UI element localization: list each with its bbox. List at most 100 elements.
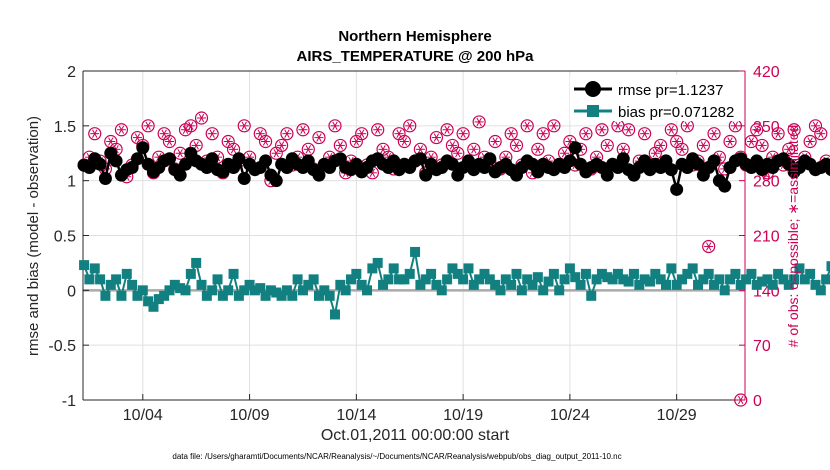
bias-marker (287, 290, 298, 301)
obs-count-marker (638, 127, 652, 141)
obs-assimilated-star (700, 141, 707, 150)
rmse-marker (707, 154, 721, 168)
bias-marker (265, 285, 276, 296)
obs-assimilated-star (337, 141, 344, 150)
obs-assimilated-star (508, 129, 514, 138)
obs-possible-circle (312, 130, 326, 145)
bias-marker (169, 279, 180, 290)
bias-marker (148, 301, 159, 312)
rmse-marker (130, 152, 144, 166)
obs-assimilated-star (513, 141, 520, 150)
obs-possible-circle (296, 123, 310, 137)
obs-count-marker (258, 134, 273, 149)
obs-possible-circle (702, 239, 716, 254)
y2-tick-label: 420 (753, 64, 780, 81)
obs-assimilated-star (284, 129, 290, 138)
legend: rmse pr=1.1237 bias pr=0.071282 (570, 75, 742, 121)
obs-count-marker (456, 127, 470, 141)
obs-assimilated-star (455, 149, 461, 158)
obs-possible-circle (371, 123, 385, 137)
obs-possible-circle (333, 138, 347, 153)
obs-possible-circle (664, 123, 678, 137)
bias-marker (516, 285, 527, 296)
bias-marker (447, 263, 458, 274)
bias-marker (655, 274, 666, 285)
bias-marker (548, 268, 559, 279)
obs-assimilated-star (759, 141, 765, 150)
obs-count-marker (771, 127, 785, 141)
x-tick-label: 10/09 (230, 407, 270, 424)
rmse-marker (824, 163, 830, 177)
series (77, 111, 830, 407)
bias-marker (602, 272, 613, 283)
bias-marker (308, 274, 319, 285)
obs-count-marker (547, 119, 561, 133)
obs-count-marker (675, 142, 689, 156)
obs-count-marker (296, 123, 310, 137)
y-tick-label: 0.5 (54, 229, 76, 246)
obs-count-marker (734, 393, 748, 407)
obs-assimilated-star (732, 121, 739, 130)
bias-marker (500, 274, 511, 285)
bias-marker (335, 279, 346, 290)
obs-assimilated-star (257, 129, 263, 138)
obs-count-marker (579, 127, 593, 141)
legend-rmse-marker (585, 81, 601, 97)
bias-marker (324, 290, 335, 301)
bias-marker (452, 268, 463, 279)
bias-marker (495, 285, 506, 296)
bias-marker (826, 261, 830, 272)
bias-marker (276, 290, 287, 301)
obs-possible-circle (328, 119, 342, 133)
obs-possible-circle (451, 146, 465, 160)
obs-count-marker (536, 127, 550, 141)
bias-marker (564, 263, 575, 274)
rmse-marker (93, 157, 107, 171)
obs-count-marker (88, 127, 102, 141)
rmse-marker (136, 141, 150, 155)
obs-assimilated-star (807, 137, 813, 146)
obs-possible-circle (638, 127, 652, 141)
bias-marker (735, 279, 746, 290)
bias-marker (351, 268, 362, 279)
bias-marker (95, 274, 106, 285)
rmse-marker (109, 154, 123, 168)
bias-marker (372, 257, 383, 268)
bias-marker (303, 279, 314, 290)
obs-assimilated-star (668, 125, 675, 134)
bias-marker (362, 285, 373, 296)
y-tick-label: 0 (67, 283, 76, 300)
bias-marker (730, 268, 741, 279)
obs-assimilated-star (471, 145, 477, 154)
obs-assimilated-star (818, 129, 824, 138)
bias-marker (554, 285, 565, 296)
bias-marker (527, 279, 538, 290)
bias-marker (773, 268, 784, 279)
obs-count-marker (664, 123, 678, 137)
bias-marker (207, 285, 218, 296)
bias-marker (789, 274, 800, 285)
bias-marker (538, 285, 549, 296)
bias-marker (511, 268, 522, 279)
bias-marker (415, 279, 426, 290)
bias-marker (191, 257, 202, 268)
bias-marker (383, 274, 394, 285)
y2-tick-label: 0 (753, 393, 762, 410)
obs-assimilated-star (241, 121, 247, 130)
obs-possible-circle (771, 127, 785, 141)
bias-marker (618, 274, 629, 285)
rmse-marker (483, 152, 497, 166)
bias-marker (799, 274, 810, 285)
bias-marker (767, 279, 778, 290)
bias-marker (815, 285, 826, 296)
bias-marker (644, 276, 655, 287)
obs-assimilated-star (738, 395, 744, 405)
bias-marker (329, 309, 340, 320)
bias-marker (127, 279, 138, 290)
rmse-marker (237, 171, 251, 185)
obs-count-marker (750, 123, 764, 137)
bias-marker (153, 294, 164, 305)
obs-assimilated-star (727, 137, 733, 146)
bias-marker (292, 274, 303, 285)
y2-tick-label: 210 (753, 229, 780, 246)
